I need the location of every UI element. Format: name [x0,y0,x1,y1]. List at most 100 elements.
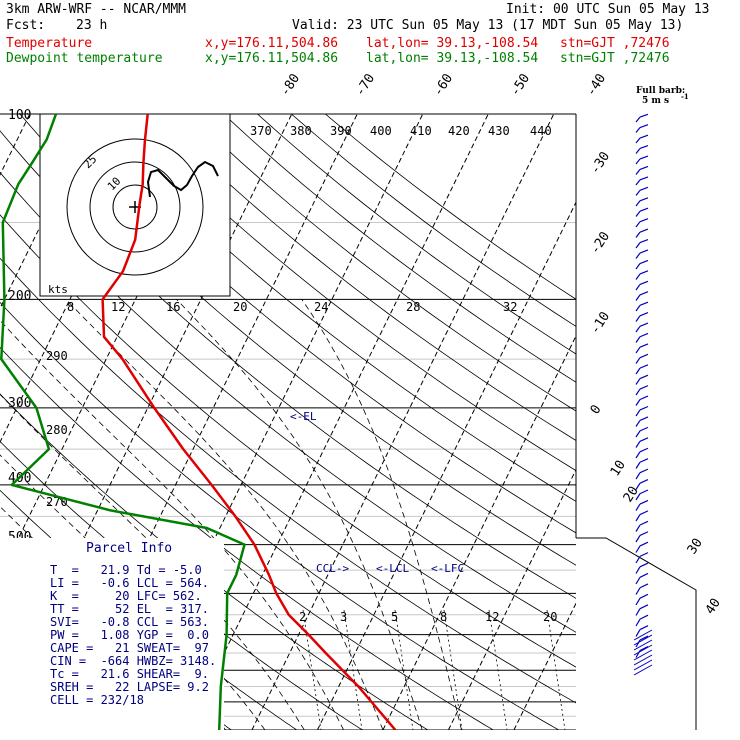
init-time: Init: 00 UTC Sun 05 May 13 [506,2,710,17]
wind-barb-flag [639,572,649,578]
wind-barb-flag [639,458,649,463]
wind-barb-staff [635,231,641,238]
wind-barb-staff [635,472,641,480]
wind-barb-flag [639,228,649,233]
wind-barb-flag [639,238,649,244]
dry-adiabat-line [155,114,576,441]
theta-label: 440 [530,124,552,138]
wind-barb-lower [633,664,653,676]
wind-barb-flag [639,155,649,160]
wind-barb-flag [639,499,649,505]
dry-adiabat-line [53,114,576,534]
wind-barb-flag [639,562,649,568]
wind-barb-staff [635,639,641,648]
plot-lower-right-border [576,537,697,730]
parcel-info-row: CIN = -664 HWBZ= 3148. [50,654,216,668]
wind-barb-flag [639,374,649,380]
isotherm-label: 0 [588,402,605,417]
isotherm-line [513,602,576,730]
isotherm-label: -10 [588,309,613,337]
parcel-info-row: SREH = 22 LAPSE= 9.2 [50,680,209,694]
wind-barb-flag [639,124,649,129]
wind-barb-staff [635,273,641,280]
parcel-info-row: CELL = 232/18 [50,693,144,707]
hodograph-scale-label: 32 [503,300,517,314]
wind-barb-staff [635,618,641,627]
parcel-info-row: SVI= -0.8 CCL = 563. [50,615,209,629]
wind-barb-staff [635,294,641,301]
dry-adiabat-line [87,114,576,502]
dry-adiabat-line [0,130,576,599]
valid-time: Valid: 23 UTC Sun 05 May 13 (17 MDT Sun … [292,18,684,33]
fcst-label: Fcst: [6,18,46,33]
wind-barb-flag [639,510,649,516]
temperature-legend: Temperature [6,36,93,51]
mixing-ratio-label: 12 [485,610,499,624]
wind-barb-flag [639,531,649,537]
wind-barb-flag [639,113,649,118]
wind-barb-staff [635,399,641,406]
wind-barb-staff [635,210,641,217]
isotherm-label: 30 [685,536,706,557]
mixing-ratio-label: 2 [299,610,306,624]
wind-barbs: Full barb: 5 m s -1 [633,86,689,676]
hodograph-scale-label: 28 [406,300,420,314]
wind-barb-flag [639,437,649,442]
isotherm-label: -50 [508,71,533,99]
wind-barb-flag [639,270,649,275]
theta-label: 410 [410,124,432,138]
wind-barb-staff [635,336,641,343]
wind-barb-staff [635,127,641,133]
wind-barb-staff [635,263,641,270]
wind-barb-staff [635,482,641,490]
barb-legend-line1: Full barb: [636,86,685,96]
wind-barb-flag [639,176,649,181]
wind-barb-staff [635,221,641,228]
wind-barb-flag [639,134,649,139]
wind-barb-staff [635,346,641,354]
isotherm-line [382,334,576,730]
dry-adiabat-line [121,114,576,472]
theta-label: 390 [330,124,352,138]
parcel-info-row: K = 20 LFC= 562. [50,589,202,603]
wind-barb-staff [635,566,641,574]
wind-barb-staff [635,378,641,385]
wind-barb-staff [635,451,641,459]
wind-barb-staff [635,189,641,196]
wind-barb-flag [639,343,649,348]
wind-barb-staff [635,493,641,501]
isotherm-label: -70 [353,71,378,99]
hodograph-scale-label: 16 [166,300,180,314]
wind-barb-flag [639,614,649,620]
moist-adiabat-line [176,299,423,730]
wind-barb-flag [639,489,649,495]
wind-barb-flag [639,353,649,359]
hodograph-ring [66,138,204,276]
wind-barb-staff [635,116,641,123]
wind-barb-flag [639,541,649,547]
wind-barb-staff [635,357,641,364]
mixing-ratio-label: 20 [543,610,557,624]
parcel-info-background [0,538,224,730]
wind-barb-staff [635,587,641,595]
dry-adiabat-line [223,114,576,383]
wind-barb-flag [639,520,649,526]
wind-barb-staff [635,556,641,564]
wind-barb-staff [635,315,641,322]
wind-barb-flag [639,593,649,599]
isotherm-label: -20 [588,229,613,257]
pressure-label: 100 [8,108,31,123]
hodograph-scale-label: 8 [67,300,74,314]
wind-barb-staff [635,200,641,207]
parcel-info-row: TT = 52 EL = 317. [50,602,209,616]
moist-adiabat-line [65,299,384,730]
wind-barb-flag [639,552,649,557]
wind-barb-staff [635,158,641,165]
wind-barb-staff [635,388,641,396]
ccl-annotation: CCL-> [316,562,349,575]
dewpoint-latlon: lat,lon= 39.13,-108.54 [366,51,539,66]
temperature-xy: x,y=176.11,504.86 [205,36,339,51]
lcl-annotation: <-LCL [376,562,409,575]
parcel-info-row: PW = 1.08 YGP = 0.0 [50,628,209,642]
wind-barb-staff [635,148,641,154]
